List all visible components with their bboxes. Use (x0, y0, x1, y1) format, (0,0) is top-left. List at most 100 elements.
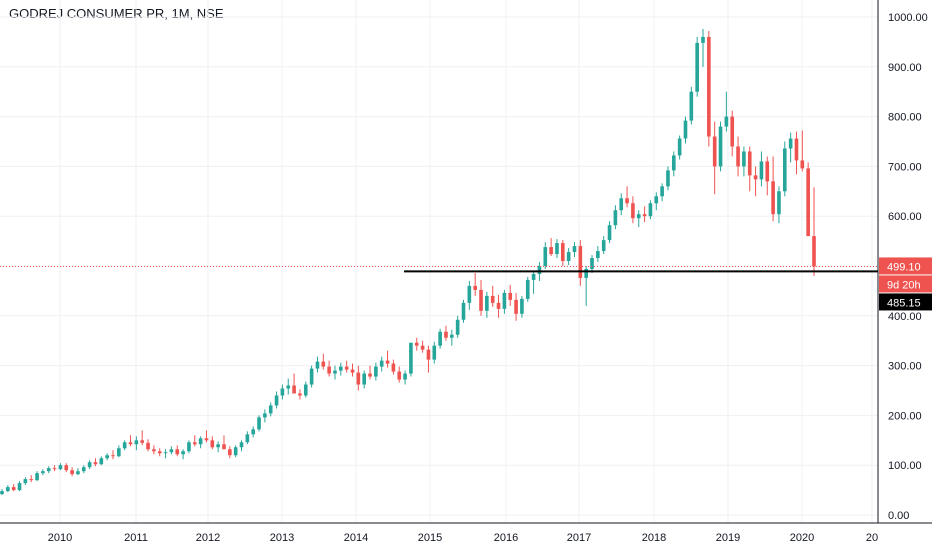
x-tick-label: 2017 (567, 532, 591, 544)
y-tick-label: 800.00 (888, 112, 922, 124)
y-tick-label: 1000.00 (888, 12, 928, 24)
candle-body (385, 360, 390, 364)
candle-body (344, 366, 349, 370)
candle-body (730, 116, 735, 147)
candle-body (315, 361, 320, 369)
candle-body (339, 366, 343, 371)
y-tick-label: 700.00 (888, 161, 922, 173)
candle-body (525, 279, 530, 299)
candle-body (198, 438, 203, 445)
candle-body (58, 465, 63, 470)
candle-body (46, 468, 51, 472)
candle-body (753, 175, 758, 180)
candle-body (152, 449, 156, 452)
candle-body (794, 138, 799, 161)
candle-body (157, 451, 162, 454)
candle-body (543, 247, 548, 266)
candle-body (93, 462, 98, 465)
level-price-box (879, 293, 932, 311)
candle-body (444, 331, 448, 338)
candle-body (420, 345, 425, 350)
candle-body (508, 292, 513, 300)
candle-body (689, 91, 694, 121)
candle-body (6, 487, 10, 492)
y-tick-label: 0.00 (888, 510, 909, 522)
candle-body (788, 138, 793, 149)
candle-body (520, 298, 524, 314)
candle-body (479, 289, 483, 311)
candle-body (514, 299, 518, 314)
candle-body (724, 116, 729, 127)
candle-body (409, 342, 413, 374)
x-tick-label: 2015 (418, 532, 442, 544)
candle-body (111, 455, 115, 457)
candle-body (742, 151, 746, 167)
candle-body (701, 36, 705, 43)
candle-body (654, 196, 659, 204)
candle-body (777, 191, 781, 215)
candle-body (286, 385, 291, 389)
candle-body (99, 458, 104, 465)
candle-body (122, 442, 127, 449)
candle-body (426, 349, 431, 360)
candle-body (391, 363, 396, 372)
y-tick-label: 900.00 (888, 62, 922, 74)
candle-body (648, 203, 653, 217)
last-price-box (879, 257, 932, 275)
candle-body (607, 225, 612, 241)
candle-body (782, 148, 787, 192)
candle-body (625, 198, 629, 204)
candle-body (17, 483, 22, 491)
y-tick-label: 200.00 (888, 410, 922, 422)
candle-body (327, 366, 331, 374)
candle-body (146, 442, 150, 450)
candle-body (140, 440, 145, 443)
candle-body (414, 342, 419, 346)
candle-body (712, 136, 717, 167)
candle-body (549, 247, 553, 255)
x-tick-label: 2019 (716, 532, 740, 544)
candle-body (11, 487, 16, 491)
candle-body (747, 151, 752, 176)
candle-body (584, 268, 588, 278)
candle-body (35, 473, 39, 481)
candle-body (87, 462, 92, 468)
candle-body (806, 168, 810, 237)
x-tick-label: 2012 (196, 532, 220, 544)
candle-body (257, 417, 261, 430)
candle-body (210, 440, 215, 448)
candle-body (268, 405, 273, 414)
candle-body (29, 479, 34, 481)
candle-body (596, 251, 600, 259)
candle-body (228, 449, 232, 456)
candle-body (298, 393, 302, 396)
level-price-label: 485.15 (887, 297, 921, 309)
y-tick-label: 400.00 (888, 311, 922, 323)
y-tick-label: 300.00 (888, 361, 922, 373)
candle-body (64, 465, 69, 471)
candle-body (812, 236, 816, 267)
candle-body (0, 491, 4, 495)
candle-body (707, 36, 711, 137)
candle-body (636, 214, 641, 219)
candle-body (169, 449, 174, 453)
candle-body (467, 285, 472, 303)
candle-body (292, 385, 296, 394)
candle-body (81, 467, 86, 472)
candle-body (216, 444, 220, 448)
candle-body (134, 440, 139, 445)
candle-body (759, 161, 764, 180)
x-tick-label: 2018 (642, 532, 666, 544)
candle-body (642, 214, 647, 217)
candle-body (496, 302, 501, 309)
candle-body (502, 292, 507, 309)
countdown-label: 9d 20h (887, 279, 921, 291)
candle-body (333, 370, 337, 374)
candle-body (356, 372, 361, 385)
candle-body (590, 258, 594, 269)
candle-body (263, 413, 267, 418)
candle-body (175, 449, 180, 455)
candle-body (683, 120, 688, 139)
candle-body (572, 246, 577, 253)
